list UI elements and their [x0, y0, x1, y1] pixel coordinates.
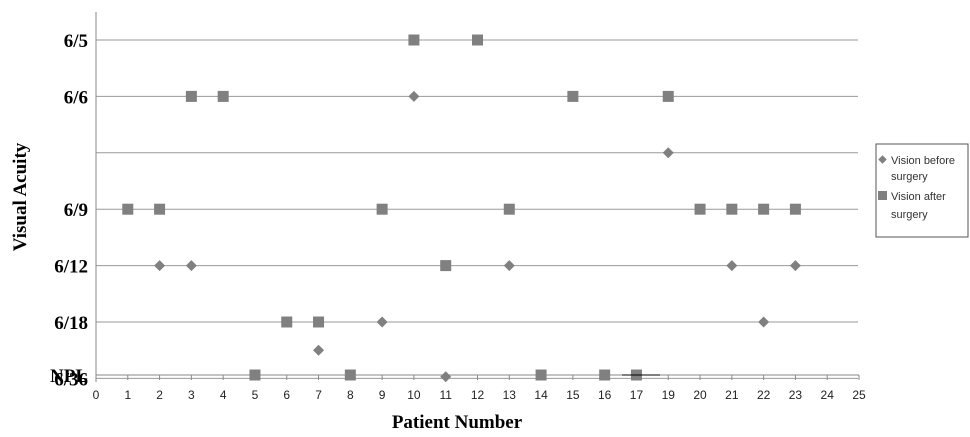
x-tick-label: 20 — [693, 388, 707, 402]
y-tick-label: 6/36 — [54, 369, 88, 390]
x-tick-label: 8 — [347, 388, 354, 402]
point-after-surgery — [503, 203, 515, 215]
x-tick-labels: 0 1 2 3 4 5 6 7 8 9 10 11 12 13 14 15 16 17 19 20 21 22 23 24 25 — [93, 375, 866, 402]
point-before-surgery — [154, 260, 166, 272]
x-tick-label: 6 — [283, 388, 290, 402]
point-before-surgery — [440, 371, 452, 383]
y-tick-label: 6/5 — [64, 31, 88, 52]
y-tick-label: 6/18 — [54, 313, 88, 334]
point-after-surgery — [313, 316, 325, 328]
axes — [95, 12, 859, 382]
point-after-surgery — [758, 203, 770, 215]
point-after-surgery — [567, 90, 579, 102]
point-after-surgery — [535, 369, 547, 381]
point-before-surgery — [313, 344, 325, 356]
grid-lines — [96, 39, 858, 379]
point-before-surgery — [408, 90, 420, 102]
point-after-surgery — [694, 203, 706, 215]
legend-label-after-line1: Vision after — [891, 191, 946, 203]
x-tick-label: 2 — [156, 388, 163, 402]
x-tick-label: 1 — [124, 388, 131, 402]
legend-marker-after — [878, 191, 887, 200]
x-tick-label: 7 — [315, 388, 322, 402]
data-points — [122, 34, 801, 383]
point-before-surgery — [662, 147, 674, 159]
x-tick-label: 5 — [252, 388, 259, 402]
point-after-surgery — [281, 316, 293, 328]
x-tick-label: 9 — [379, 388, 386, 402]
x-tick-label: 14 — [534, 388, 548, 402]
point-before-surgery — [503, 260, 515, 272]
x-tick-label: 12 — [471, 388, 485, 402]
y-tick-label: NPL — [50, 366, 88, 387]
x-tick-label: 17 — [630, 388, 644, 402]
legend-label-after-line2: surgery — [891, 209, 928, 221]
x-tick-label: 16 — [598, 388, 612, 402]
x-tick-label: 22 — [757, 388, 771, 402]
point-after-surgery — [472, 34, 483, 46]
x-axis-title: Patient Number — [392, 412, 523, 433]
point-after-surgery — [662, 90, 674, 102]
y-tick-label: 6/12 — [54, 257, 88, 278]
legend-box — [875, 143, 969, 238]
point-after-surgery — [440, 260, 452, 272]
point-after-surgery — [154, 203, 166, 215]
point-after-surgery — [122, 203, 134, 215]
x-tick-label: 19 — [662, 388, 676, 402]
point-before-surgery — [758, 316, 770, 328]
point-before-surgery — [726, 260, 738, 272]
point-after-surgery — [217, 90, 229, 102]
point-after-surgery — [249, 369, 261, 381]
x-tick-label: 21 — [725, 388, 739, 402]
x-tick-label: 25 — [852, 388, 866, 402]
point-after-surgery — [726, 203, 738, 215]
x-tick-label: 23 — [789, 388, 803, 402]
point-before-surgery — [185, 260, 197, 272]
legend-label-before-line2: surgery — [891, 171, 928, 183]
x-tick-label: 0 — [93, 388, 100, 402]
point-after-surgery — [408, 34, 420, 46]
y-tick-label: 6/6 — [64, 87, 88, 108]
legend-label-before-line1: Vision before — [891, 155, 955, 167]
x-tick-label: 11 — [439, 388, 452, 402]
y-axis-title: Visual Acuity — [10, 142, 31, 251]
x-tick-label: 24 — [821, 388, 835, 402]
x-tick-label: 13 — [503, 388, 517, 402]
x-tick-label: 15 — [566, 388, 580, 402]
point-after-surgery — [344, 369, 356, 381]
x-tick-label: 4 — [220, 388, 227, 402]
point-before-surgery — [789, 260, 801, 272]
x-tick-label: 10 — [407, 388, 421, 402]
x-tick-label: 3 — [188, 388, 195, 402]
point-after-surgery — [599, 369, 611, 381]
point-after-surgery — [185, 90, 197, 102]
point-after-surgery — [376, 203, 388, 215]
point-after-surgery — [789, 203, 801, 215]
point-before-surgery — [376, 316, 388, 328]
y-tick-label: 6/9 — [64, 200, 88, 221]
legend: Vision before surgery Vision after surge… — [875, 143, 969, 238]
